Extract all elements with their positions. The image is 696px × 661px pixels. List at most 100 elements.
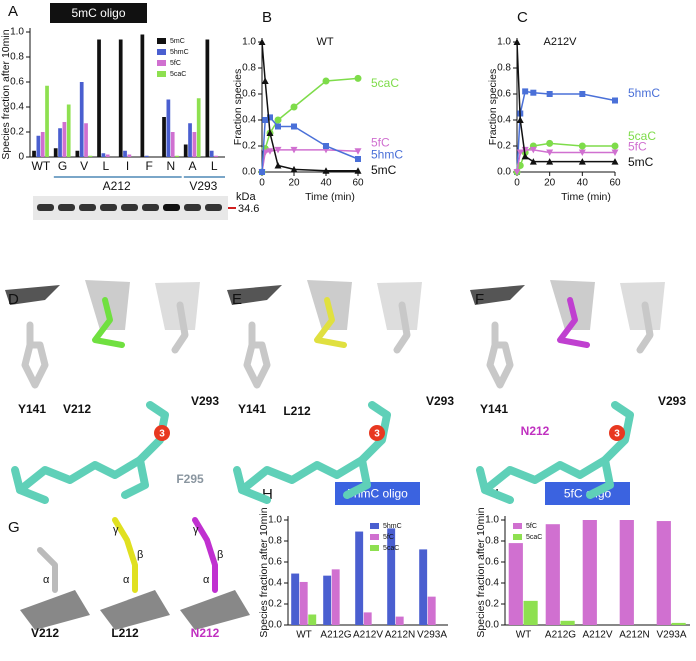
chart-title: A212V xyxy=(543,36,577,48)
stick xyxy=(112,517,138,593)
position-number: 3 xyxy=(159,429,165,440)
data-point xyxy=(290,146,298,154)
bar xyxy=(395,616,404,625)
legend-swatch xyxy=(513,523,522,529)
data-point xyxy=(355,156,361,162)
legend-label: 5caC xyxy=(526,534,542,541)
title-box xyxy=(50,3,147,23)
bar xyxy=(508,543,523,625)
y-tick-label: 1.0 xyxy=(485,515,499,526)
bar xyxy=(144,155,149,157)
bar xyxy=(560,620,575,625)
bar xyxy=(671,622,686,625)
bar xyxy=(656,521,671,625)
sheet xyxy=(227,285,282,305)
legend-swatch xyxy=(370,545,379,551)
bar xyxy=(523,600,538,625)
x-tick-label: 0 xyxy=(514,178,520,189)
stick xyxy=(481,401,634,494)
series-label: 5mC xyxy=(371,163,397,177)
data-point xyxy=(530,89,537,96)
bar xyxy=(209,150,214,157)
x-tick-label: 40 xyxy=(577,178,589,189)
stick xyxy=(557,297,590,348)
data-point xyxy=(354,74,362,82)
bar xyxy=(545,524,560,625)
bar xyxy=(123,150,127,157)
series-label: 5caC xyxy=(628,129,656,143)
data-point xyxy=(274,146,282,154)
y-tick-label: 0.8 xyxy=(242,63,256,74)
bar xyxy=(291,573,300,625)
y-tick-label: 0.8 xyxy=(485,536,499,547)
x-tick-label: V293A xyxy=(417,630,447,641)
legend-swatch xyxy=(157,60,166,66)
blot-band xyxy=(37,204,54,211)
bar xyxy=(105,154,110,157)
y-axis-label: Species fraction after 10min xyxy=(258,507,270,637)
y-tick-label: 0.0 xyxy=(268,620,282,631)
data-point xyxy=(578,158,586,165)
y-tick-label: 0.0 xyxy=(485,620,499,631)
data-point xyxy=(579,91,586,97)
legend-label: 5hmC xyxy=(383,523,402,530)
residue-label: L212 xyxy=(111,626,139,640)
bar xyxy=(62,122,67,157)
stick xyxy=(314,297,347,348)
series-label: 5fC xyxy=(371,136,390,150)
residue-label: V293 xyxy=(658,394,686,408)
x-tick-label: WT xyxy=(32,159,51,173)
data-point xyxy=(546,149,554,156)
bar xyxy=(582,520,597,625)
x-tick-label: 20 xyxy=(544,178,556,189)
panel-letter: C xyxy=(517,9,528,26)
bar xyxy=(387,528,396,625)
group-label: A212 xyxy=(103,179,131,193)
panel-letter: E xyxy=(232,291,242,308)
bar xyxy=(162,117,166,157)
stick xyxy=(476,466,514,504)
panel-letter: D xyxy=(8,291,19,308)
stick xyxy=(92,297,125,348)
y-tick-label: 0.2 xyxy=(242,141,256,152)
y-tick-label: 1.0 xyxy=(242,37,256,48)
residue-label: N212 xyxy=(521,424,550,438)
y-tick-label: 0.8 xyxy=(268,536,282,547)
greek-label: α xyxy=(203,574,210,586)
series-label: 5fC xyxy=(628,139,647,153)
blot-band xyxy=(184,204,201,211)
y-tick-label: 0.4 xyxy=(10,102,24,113)
y-tick-label: 1.0 xyxy=(10,27,24,38)
stick xyxy=(586,456,614,499)
x-axis-label: Time (min) xyxy=(305,191,355,203)
bar xyxy=(45,85,49,157)
data-point xyxy=(266,148,274,155)
bar xyxy=(192,132,197,157)
x-tick-label: L xyxy=(211,159,218,173)
data-point xyxy=(262,117,269,123)
panel-letter: H xyxy=(262,486,273,503)
residue-label: Y141 xyxy=(480,402,508,416)
series-label: 5caC xyxy=(371,76,399,90)
bar xyxy=(101,153,106,157)
bar xyxy=(75,150,80,157)
legend-swatch xyxy=(157,71,166,77)
series-label: 5hmC xyxy=(371,147,403,161)
data-point xyxy=(513,169,521,176)
blot-band xyxy=(100,204,117,211)
y-axis-label: Fraction species xyxy=(487,69,499,145)
x-tick-label: F xyxy=(145,159,152,173)
data-point xyxy=(290,103,298,111)
data-point xyxy=(266,129,274,136)
x-tick-label: N xyxy=(166,159,175,173)
legend-label: 5hmC xyxy=(170,49,189,56)
data-point xyxy=(546,158,554,165)
bar xyxy=(58,128,62,157)
y-tick-label: 0.2 xyxy=(10,127,24,138)
stick xyxy=(486,321,514,389)
stick xyxy=(243,321,271,389)
series-label: 5mC xyxy=(628,155,654,169)
x-tick-label: A212N xyxy=(385,630,416,641)
data-point xyxy=(513,38,521,45)
bar xyxy=(84,123,88,157)
